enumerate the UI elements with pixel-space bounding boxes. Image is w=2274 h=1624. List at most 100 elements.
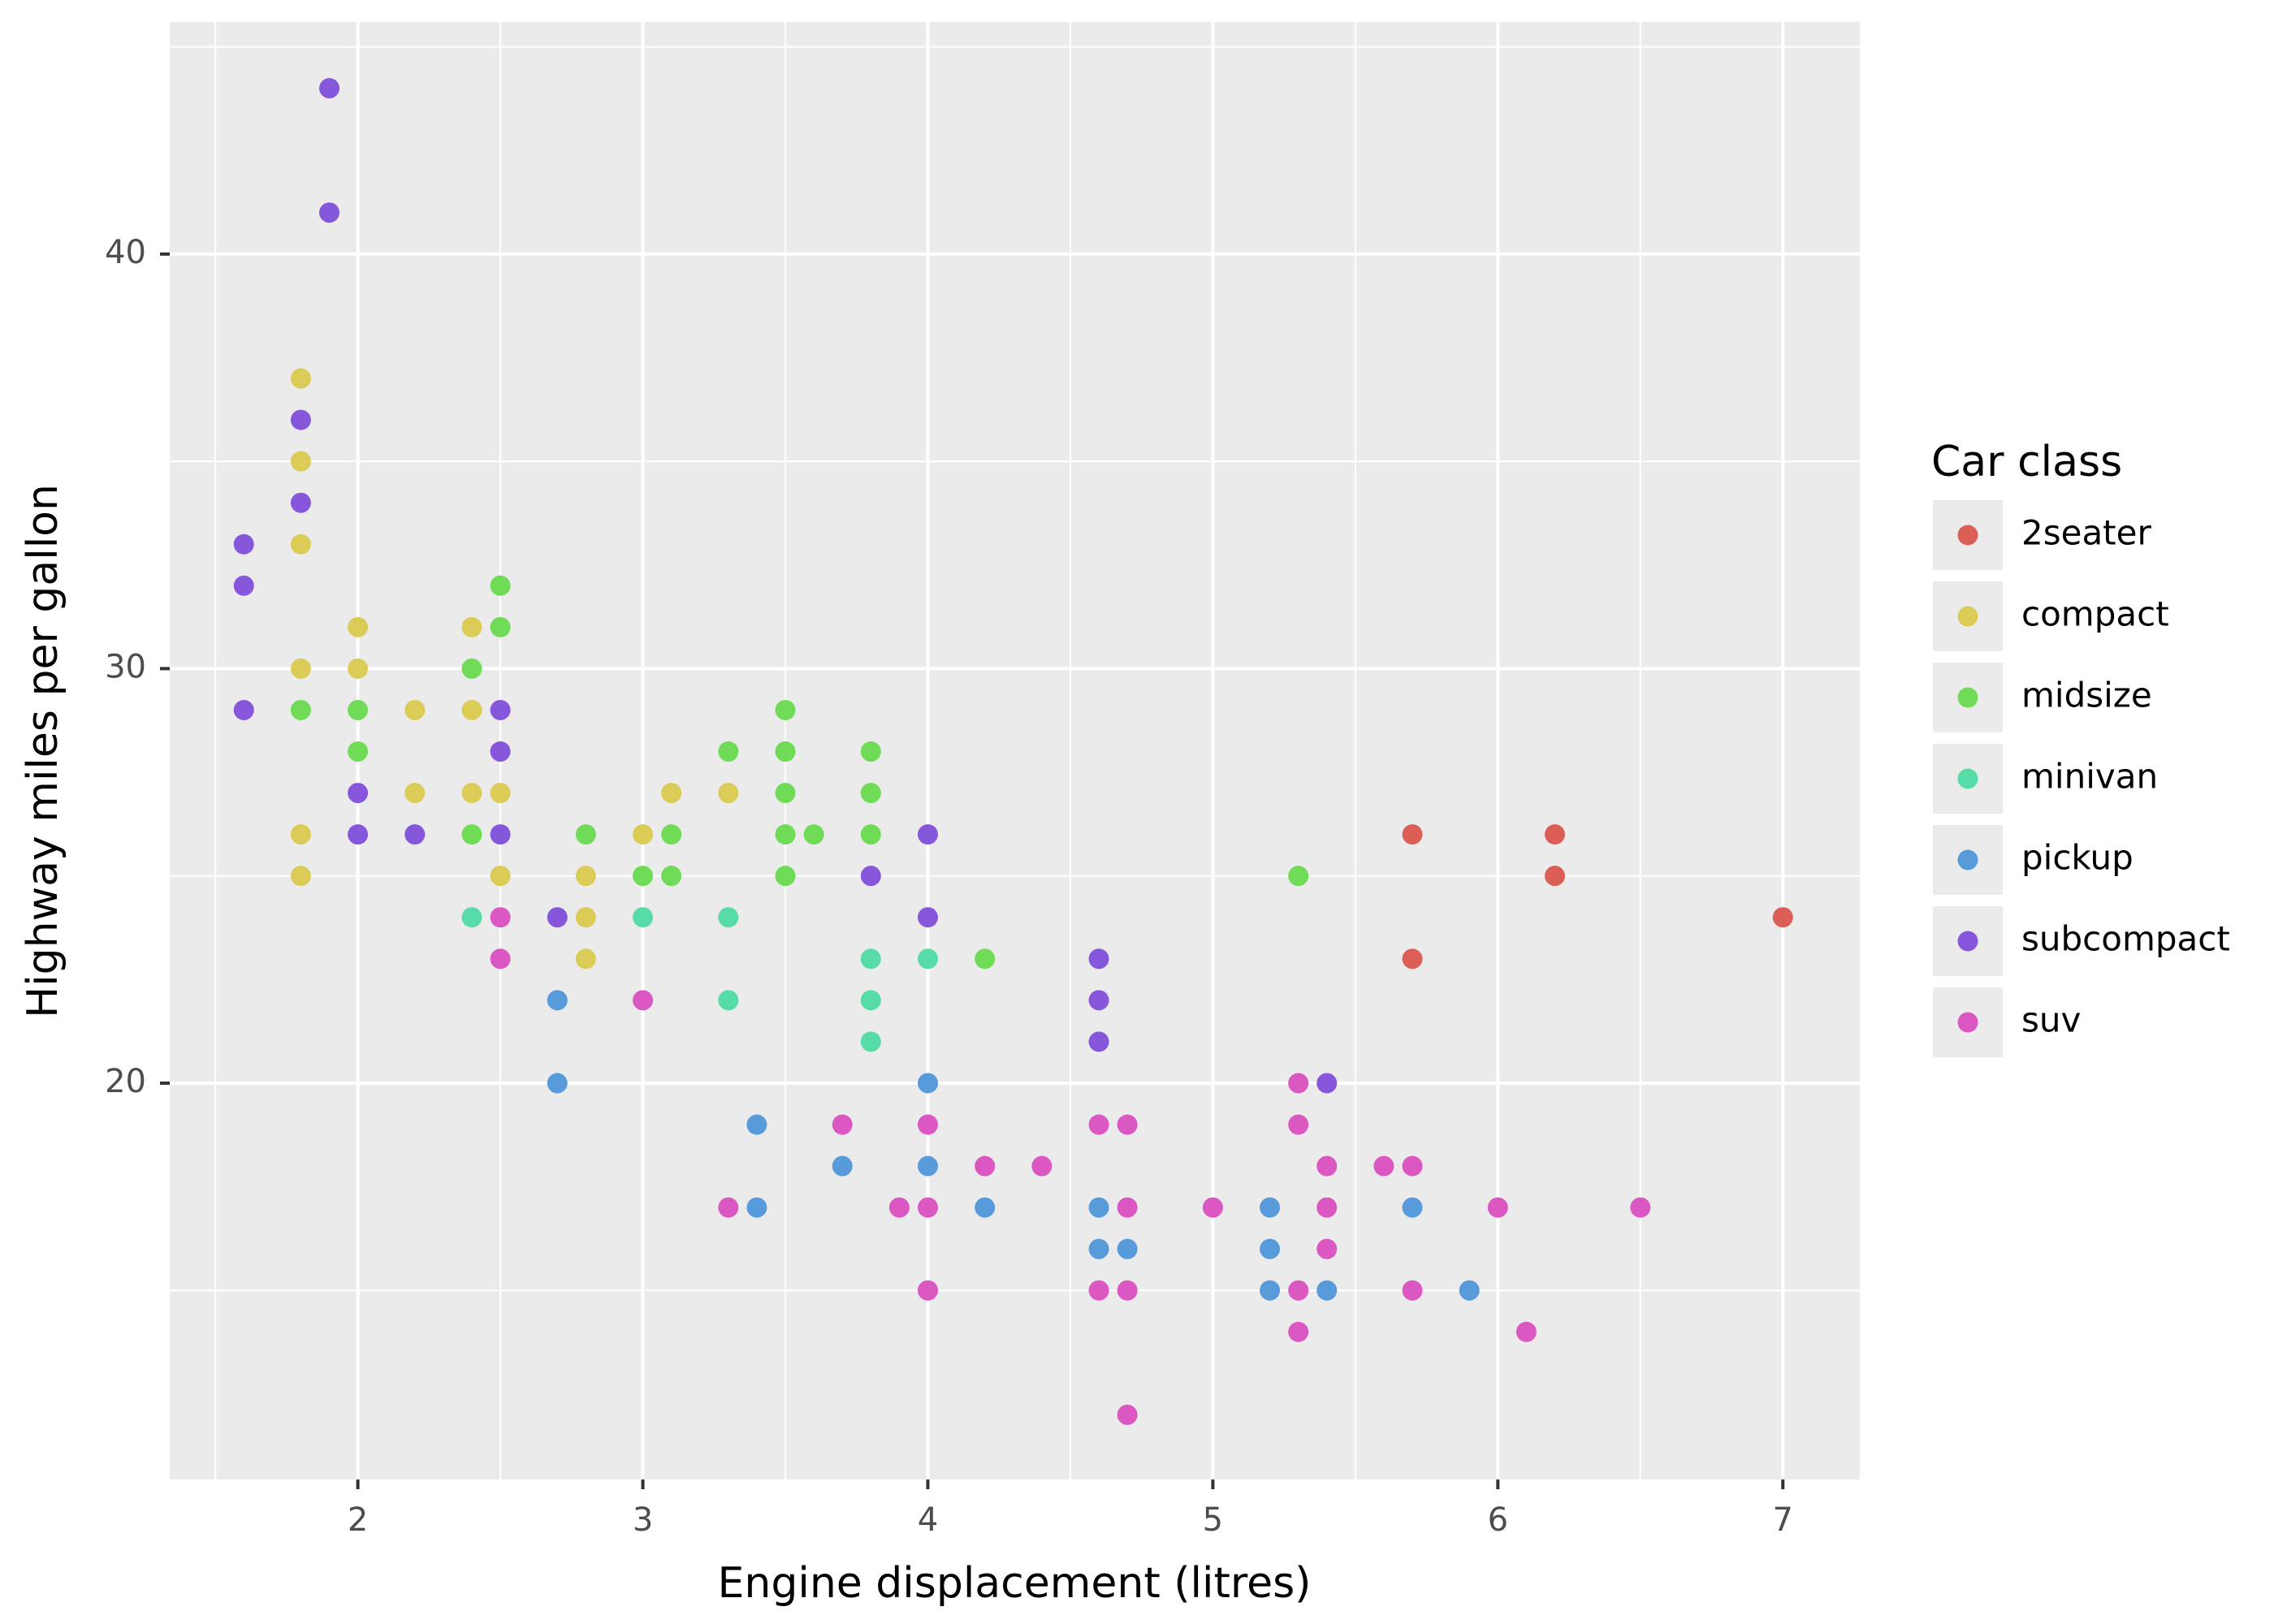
point — [633, 866, 654, 887]
legend-title: Car class — [1931, 438, 2122, 486]
point — [575, 824, 596, 845]
point — [917, 907, 938, 928]
point — [290, 492, 311, 513]
point — [1088, 1280, 1109, 1301]
y-tick-label: 30 — [105, 648, 146, 685]
point — [1402, 1197, 1423, 1218]
point — [860, 948, 881, 970]
point — [233, 575, 254, 596]
point — [917, 1280, 938, 1301]
point — [290, 368, 311, 389]
point — [775, 824, 796, 845]
y-axis-title: Highway miles per gallon — [19, 484, 67, 1018]
point — [290, 824, 311, 845]
point — [490, 741, 511, 762]
point — [860, 990, 881, 1011]
legend-label: subcompact — [2021, 919, 2230, 959]
point — [975, 1155, 996, 1177]
point — [290, 409, 311, 430]
legend-marker — [1957, 849, 1978, 870]
point — [718, 907, 739, 928]
point — [775, 699, 796, 720]
point — [1373, 1155, 1394, 1177]
point — [461, 658, 482, 679]
point — [775, 741, 796, 762]
point — [917, 824, 938, 845]
plot-panel — [170, 22, 1860, 1479]
x-tick-label: 2 — [348, 1501, 368, 1539]
point — [1117, 1280, 1138, 1301]
point — [917, 1197, 938, 1218]
x-axis-title: Engine displacement (litres) — [718, 1559, 1312, 1608]
point — [832, 1155, 853, 1177]
point — [1088, 1197, 1109, 1218]
point — [775, 866, 796, 887]
points — [233, 78, 1793, 1425]
point — [547, 1073, 568, 1094]
point — [718, 741, 739, 762]
point — [1117, 1238, 1138, 1259]
point — [1316, 1197, 1338, 1218]
point — [718, 1197, 739, 1218]
point — [860, 741, 881, 762]
point — [975, 948, 996, 970]
point — [290, 533, 311, 555]
point — [490, 907, 511, 928]
point — [1288, 866, 1309, 887]
point — [888, 1197, 910, 1218]
point — [1487, 1197, 1508, 1218]
x-tick-label: 3 — [633, 1501, 653, 1539]
point — [661, 866, 682, 887]
point — [746, 1114, 767, 1135]
point — [1088, 990, 1109, 1011]
point — [1316, 1238, 1338, 1259]
point — [917, 1114, 938, 1135]
legend-marker — [1957, 931, 1978, 952]
point — [348, 741, 369, 762]
point — [233, 699, 254, 720]
point — [461, 699, 482, 720]
point — [490, 616, 511, 637]
legend-label: 2seater — [2021, 513, 2151, 553]
point — [1088, 948, 1109, 970]
legend-marker — [1957, 768, 1978, 789]
point — [832, 1114, 853, 1135]
point — [233, 533, 254, 555]
point — [1459, 1280, 1480, 1301]
x-tick-label: 5 — [1203, 1501, 1223, 1539]
point — [1260, 1280, 1281, 1301]
point — [461, 616, 482, 637]
point — [404, 824, 426, 845]
point — [547, 990, 568, 1011]
point — [917, 1155, 938, 1177]
point — [404, 783, 426, 804]
point — [1288, 1073, 1309, 1094]
point — [319, 78, 340, 99]
point — [348, 824, 369, 845]
point — [290, 699, 311, 720]
point — [290, 866, 311, 887]
point — [1772, 907, 1793, 928]
legend-marker — [1957, 1012, 1978, 1033]
point — [547, 907, 568, 928]
point — [975, 1197, 996, 1218]
point — [319, 202, 340, 223]
point — [661, 824, 682, 845]
point — [290, 451, 311, 472]
point — [775, 783, 796, 804]
point — [860, 824, 881, 845]
legend: 2seater compact midsize minivan pickup subcom… — [1933, 500, 2230, 1057]
point — [746, 1197, 767, 1218]
point — [1117, 1197, 1138, 1218]
point — [348, 616, 369, 637]
legend-marker — [1957, 606, 1978, 627]
point — [860, 783, 881, 804]
point — [1402, 948, 1423, 970]
point — [461, 783, 482, 804]
point — [860, 1031, 881, 1052]
point — [1316, 1280, 1338, 1301]
legend-label: pickup — [2021, 838, 2133, 878]
x-tick-label: 6 — [1488, 1501, 1508, 1539]
